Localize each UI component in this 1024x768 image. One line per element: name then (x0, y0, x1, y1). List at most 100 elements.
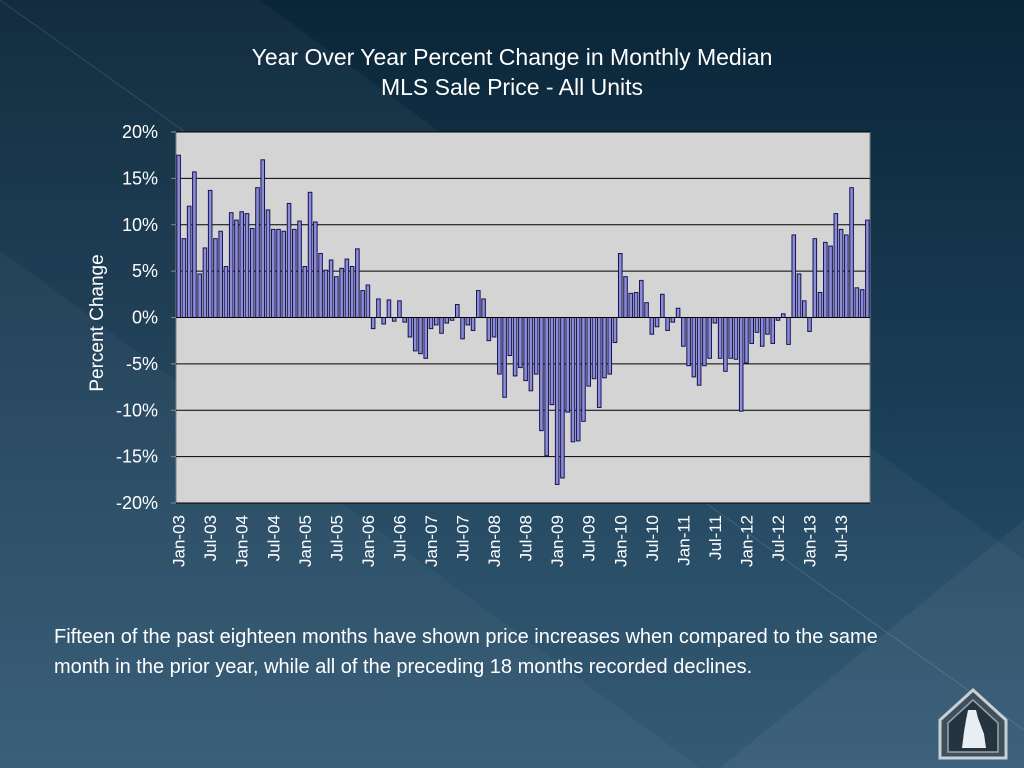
bar (801, 300, 807, 318)
bar (418, 317, 423, 355)
bar (838, 228, 844, 318)
bar (512, 317, 518, 377)
bar (865, 219, 870, 318)
gridlines (176, 131, 870, 504)
bar (202, 247, 208, 318)
y-tick-labels: 20% 15% 10% 5% 0% -5% -10% -15% -20% (116, 122, 176, 513)
bar (391, 317, 397, 322)
x-tick-label: Jan-12 (737, 515, 756, 567)
bar (728, 317, 733, 359)
y-tick-label: 0% (132, 308, 158, 328)
bar (313, 221, 318, 318)
bar (660, 293, 665, 318)
bar (686, 317, 691, 367)
chart-title-line-1: Year Over Year Percent Change in Monthly… (251, 44, 773, 70)
bar (570, 317, 576, 443)
bar (454, 304, 460, 319)
bar (602, 317, 607, 379)
bar (470, 317, 476, 331)
bar (181, 238, 187, 318)
bar (681, 317, 686, 347)
bar (854, 287, 860, 319)
bar (817, 291, 823, 318)
bar (218, 230, 223, 319)
bar (544, 317, 549, 457)
y-tick-label: -10% (116, 400, 158, 420)
bar (365, 284, 371, 319)
bar (702, 317, 707, 367)
chart-title: Year Over Year Percent Change in Monthly… (0, 42, 1024, 102)
x-tick-label: Jan-08 (485, 515, 504, 567)
bar (244, 213, 250, 318)
bar (270, 228, 276, 318)
bar (654, 317, 660, 328)
bar (770, 317, 776, 344)
bar (412, 317, 418, 352)
bar (586, 317, 592, 387)
bar (812, 238, 818, 318)
bar (476, 290, 481, 319)
bar (749, 317, 754, 344)
x-tick-label: Jul-11 (706, 515, 725, 560)
bar (207, 189, 213, 318)
bar (433, 317, 439, 326)
bar (370, 317, 376, 330)
bar (407, 317, 413, 338)
bar (612, 317, 618, 344)
bar (302, 265, 308, 318)
bar (707, 317, 712, 359)
bar (339, 267, 344, 318)
bar (807, 317, 812, 332)
bar (560, 317, 565, 479)
bar (665, 317, 670, 331)
bar (581, 317, 586, 422)
x-tick-label: Jan-06 (359, 515, 378, 567)
bar (334, 276, 339, 319)
y-tick-label: 5% (132, 261, 158, 281)
bar (465, 317, 471, 326)
bar (255, 187, 260, 318)
bar (349, 265, 355, 318)
bar (696, 317, 702, 386)
x-tick-label: Jan-13 (801, 515, 820, 567)
bar (744, 317, 749, 364)
x-tick-label: Jan-07 (422, 515, 441, 567)
bar (344, 258, 350, 319)
x-tick-label: Jul-07 (454, 515, 473, 561)
caption-text: Fifteen of the past eighteen months have… (54, 626, 878, 678)
bar (675, 307, 681, 319)
house-state-logo-icon (938, 688, 1008, 760)
bar (328, 259, 334, 318)
bar (481, 298, 486, 319)
y-axis-label: Percent Change (87, 254, 108, 391)
bar (192, 171, 197, 318)
bar (596, 317, 602, 408)
x-tick-label: Jul-04 (264, 515, 283, 561)
bar (780, 313, 786, 319)
bar (738, 317, 744, 412)
bar (281, 230, 287, 319)
x-tick-label: Jul-06 (390, 515, 409, 561)
bar (549, 317, 555, 406)
bar (507, 317, 513, 357)
bar (523, 317, 528, 382)
bar (691, 317, 697, 378)
x-tick-label: Jan-09 (548, 515, 567, 567)
bar (823, 241, 828, 318)
x-tick-labels: Jan-03 Jul-03 Jan-04 Jul-04 Jan-05 Jul-05 Jan-… (170, 515, 851, 567)
bar (460, 317, 465, 340)
bar (644, 302, 649, 319)
bar (539, 317, 544, 432)
bar (423, 317, 429, 359)
bar (670, 317, 676, 323)
bar (628, 292, 634, 319)
x-tick-label: Jul-05 (327, 515, 346, 561)
x-tick-label: Jul-10 (643, 515, 662, 561)
bar (844, 234, 849, 318)
bar (833, 213, 839, 318)
bar (239, 211, 245, 318)
bar (439, 317, 444, 334)
bar (765, 317, 770, 335)
y-tick-label: 15% (122, 168, 158, 188)
bar (712, 317, 718, 324)
